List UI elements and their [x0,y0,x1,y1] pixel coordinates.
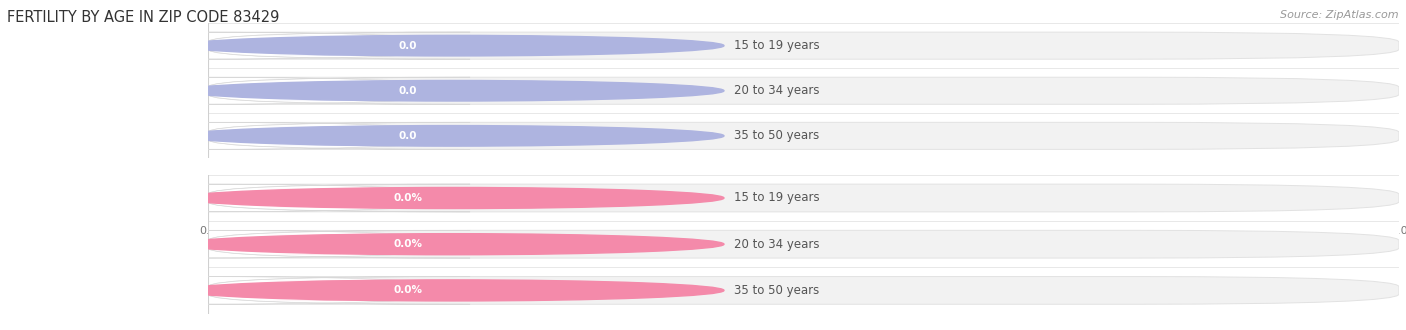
Text: 0.0%: 0.0% [394,285,423,295]
Text: 0.0%: 0.0% [394,193,423,203]
Circle shape [181,187,724,209]
FancyBboxPatch shape [179,122,470,149]
FancyBboxPatch shape [208,277,1399,304]
FancyBboxPatch shape [179,184,470,212]
FancyBboxPatch shape [264,188,553,208]
FancyBboxPatch shape [208,122,1399,149]
Text: 15 to 19 years: 15 to 19 years [734,39,820,52]
Text: 0.0: 0.0 [1391,226,1406,236]
Circle shape [181,35,724,56]
FancyBboxPatch shape [208,230,1399,258]
FancyBboxPatch shape [179,77,470,104]
Text: 20 to 34 years: 20 to 34 years [734,84,820,97]
Text: 0.0: 0.0 [399,41,418,50]
Text: 0.0: 0.0 [200,226,217,236]
FancyBboxPatch shape [264,280,553,300]
FancyBboxPatch shape [179,230,470,258]
Text: 0.0: 0.0 [399,131,418,141]
Text: 0.0%: 0.0% [394,239,423,249]
Text: 35 to 50 years: 35 to 50 years [734,284,818,297]
Text: 0.0: 0.0 [794,226,813,236]
Circle shape [181,81,724,101]
FancyBboxPatch shape [208,77,1399,104]
Circle shape [181,126,724,146]
Text: 35 to 50 years: 35 to 50 years [734,129,818,142]
FancyBboxPatch shape [264,81,553,101]
Text: Source: ZipAtlas.com: Source: ZipAtlas.com [1281,10,1399,20]
FancyBboxPatch shape [179,32,470,59]
Circle shape [181,234,724,255]
Text: 0.0: 0.0 [399,86,418,96]
FancyBboxPatch shape [264,126,553,146]
Text: FERTILITY BY AGE IN ZIP CODE 83429: FERTILITY BY AGE IN ZIP CODE 83429 [7,10,280,25]
FancyBboxPatch shape [264,36,553,55]
FancyBboxPatch shape [179,277,470,304]
Text: 15 to 19 years: 15 to 19 years [734,191,820,205]
FancyBboxPatch shape [208,32,1399,59]
FancyBboxPatch shape [264,234,553,254]
Text: 20 to 34 years: 20 to 34 years [734,238,820,251]
FancyBboxPatch shape [208,184,1399,212]
Circle shape [181,280,724,301]
